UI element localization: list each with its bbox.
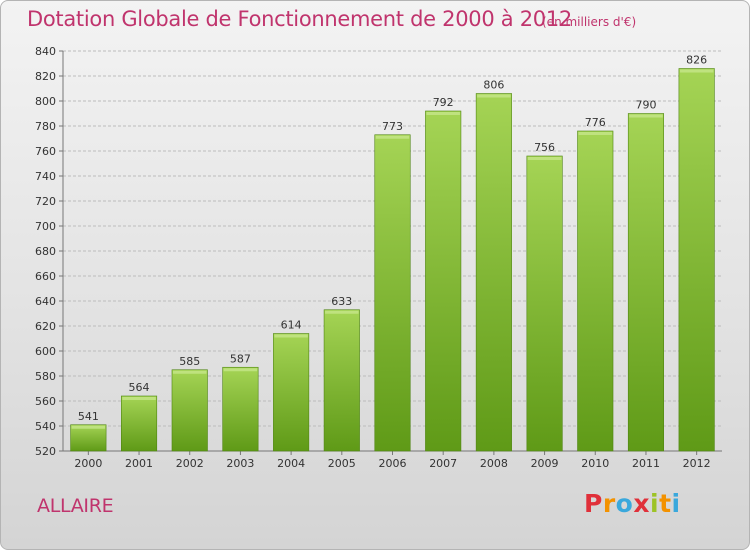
bar-2002 xyxy=(171,369,208,452)
x-tick-label: 2008 xyxy=(480,457,508,470)
y-tick-label: 520 xyxy=(35,445,56,458)
bars xyxy=(70,68,715,452)
y-tick-label: 640 xyxy=(35,295,56,308)
bar-2012 xyxy=(678,68,715,452)
data-label-2007: 792 xyxy=(433,96,454,109)
bar-2001 xyxy=(120,395,158,452)
y-tick-label: 680 xyxy=(35,245,56,258)
data-label-2008: 806 xyxy=(483,79,504,92)
data-label-2012: 826 xyxy=(686,54,707,67)
y-tick-label: 800 xyxy=(35,95,56,108)
y-tick-label: 720 xyxy=(35,195,56,208)
bar-2008 xyxy=(475,93,512,452)
x-tick-label: 2001 xyxy=(125,457,153,470)
bar-highlight xyxy=(325,310,359,314)
chart-subtitle: (en milliers d'€) xyxy=(542,15,637,29)
y-tick-label: 740 xyxy=(35,170,56,183)
data-label-2000: 541 xyxy=(78,410,99,423)
x-tick-labels: 2000 2001 2002 2003 2004 2005 2006 2007 2008 2009… xyxy=(74,457,710,470)
data-label-2004: 614 xyxy=(281,319,302,332)
x-tick-label: 2003 xyxy=(226,457,254,470)
data-label-2010: 776 xyxy=(585,116,606,129)
data-label-2005: 633 xyxy=(331,295,352,308)
bar-2011 xyxy=(627,113,665,452)
y-tick-label: 580 xyxy=(35,370,56,383)
bar-highlight xyxy=(679,69,714,73)
bar-2004 xyxy=(273,333,310,452)
bar-highlight xyxy=(223,368,258,372)
bar-2007 xyxy=(425,110,462,452)
y-tick-label: 760 xyxy=(35,145,56,158)
bar-2006 xyxy=(374,134,411,452)
bar-2010 xyxy=(577,130,614,452)
y-tick-labels: 520 540 560 580 600 620 640 660 680 700 720 740 760 7… xyxy=(35,45,56,458)
x-tick-label: 2007 xyxy=(429,457,457,470)
data-label-2003: 587 xyxy=(230,352,251,365)
bar-highlight xyxy=(629,114,663,118)
bar-highlight xyxy=(426,112,460,115)
bar-highlight xyxy=(527,157,562,160)
x-tick-label: 2009 xyxy=(531,457,559,470)
x-tick-label: 2000 xyxy=(74,457,102,470)
data-label-2002: 585 xyxy=(179,355,200,368)
x-tick-label: 2006 xyxy=(379,457,407,470)
y-tick-label: 560 xyxy=(35,395,56,408)
proxiti-logo[interactable]: Proxiti xyxy=(584,489,681,518)
bar-2003 xyxy=(222,366,259,452)
bar-highlight xyxy=(477,94,511,98)
bar-highlight xyxy=(274,334,308,338)
data-label-2009: 756 xyxy=(534,141,555,154)
y-tick-label: 620 xyxy=(35,320,56,333)
bar-highlight xyxy=(122,397,156,400)
x-tick-label: 2010 xyxy=(581,457,609,470)
y-tick-label: 820 xyxy=(35,70,56,83)
chart-title: Dotation Globale de Fonctionnement de 20… xyxy=(27,7,572,31)
x-tick-label: 2002 xyxy=(176,457,204,470)
y-tick-label: 840 xyxy=(35,45,56,58)
bar-2000 xyxy=(70,424,107,452)
y-tick-label: 540 xyxy=(35,420,56,433)
data-label-2006: 773 xyxy=(382,120,403,133)
commune-name: ALLAIRE xyxy=(37,495,114,517)
bar-highlight xyxy=(71,425,106,429)
y-tick-label: 660 xyxy=(35,270,56,283)
bar-2005 xyxy=(323,309,360,452)
bar-highlight xyxy=(172,370,207,374)
data-label-2011: 790 xyxy=(635,99,656,112)
y-tick-label: 780 xyxy=(35,120,56,133)
y-tick-label: 600 xyxy=(35,345,56,358)
x-tick-label: 2005 xyxy=(328,457,356,470)
bar-highlight xyxy=(578,132,613,135)
data-labels: 541 564 585 587 614 633 773 792 806 756 776 790 826 xyxy=(78,54,707,423)
x-tick-label: 2011 xyxy=(632,457,660,470)
bar-2009 xyxy=(526,155,563,452)
bar-highlight xyxy=(375,135,410,139)
x-tick-label: 2012 xyxy=(683,457,711,470)
data-label-2001: 564 xyxy=(129,381,150,394)
y-tick-label: 700 xyxy=(35,220,56,233)
x-tick-label: 2004 xyxy=(277,457,305,470)
